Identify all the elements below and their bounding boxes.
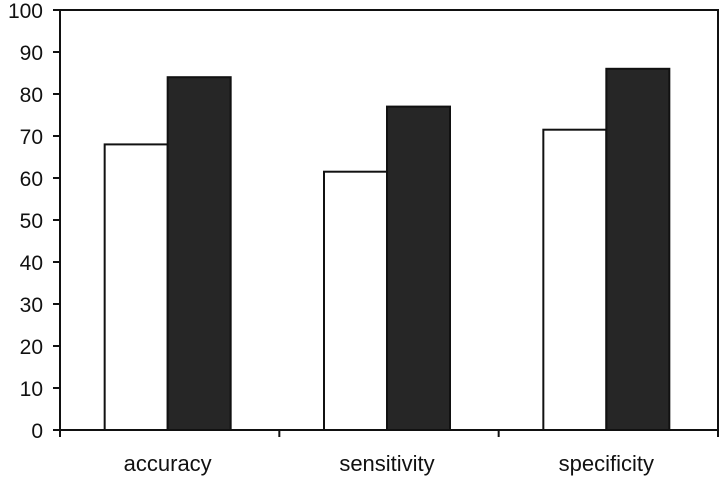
bar-series-1 <box>103 143 169 431</box>
bar-series-1 <box>323 170 388 431</box>
y-tick-label: 90 <box>20 42 43 65</box>
x-category-label: sensitivity <box>339 451 434 476</box>
y-tick-label: 100 <box>8 0 43 23</box>
y-axis: 0 10 20 30 40 50 60 70 80 90 100 <box>8 0 60 443</box>
y-tick-label: 40 <box>20 252 43 275</box>
bars <box>103 67 671 432</box>
x-category-label: specificity <box>559 451 654 476</box>
y-tick-label: 20 <box>20 336 43 359</box>
y-tick-label: 50 <box>20 210 43 233</box>
y-tick-label: 0 <box>31 420 43 443</box>
bar-series-1 <box>542 128 608 431</box>
y-tick-label: 70 <box>20 126 43 149</box>
y-tick-label: 10 <box>20 378 43 401</box>
x-category-label: accuracy <box>124 451 212 476</box>
bar-series-2 <box>166 76 232 431</box>
y-tick-label: 30 <box>20 294 43 317</box>
bar-series-2 <box>386 105 451 431</box>
x-axis: accuracy sensitivity specificity <box>59 430 719 476</box>
bar-series-2 <box>605 67 671 432</box>
y-tick-label: 60 <box>20 168 43 191</box>
y-tick-label: 80 <box>20 84 43 107</box>
